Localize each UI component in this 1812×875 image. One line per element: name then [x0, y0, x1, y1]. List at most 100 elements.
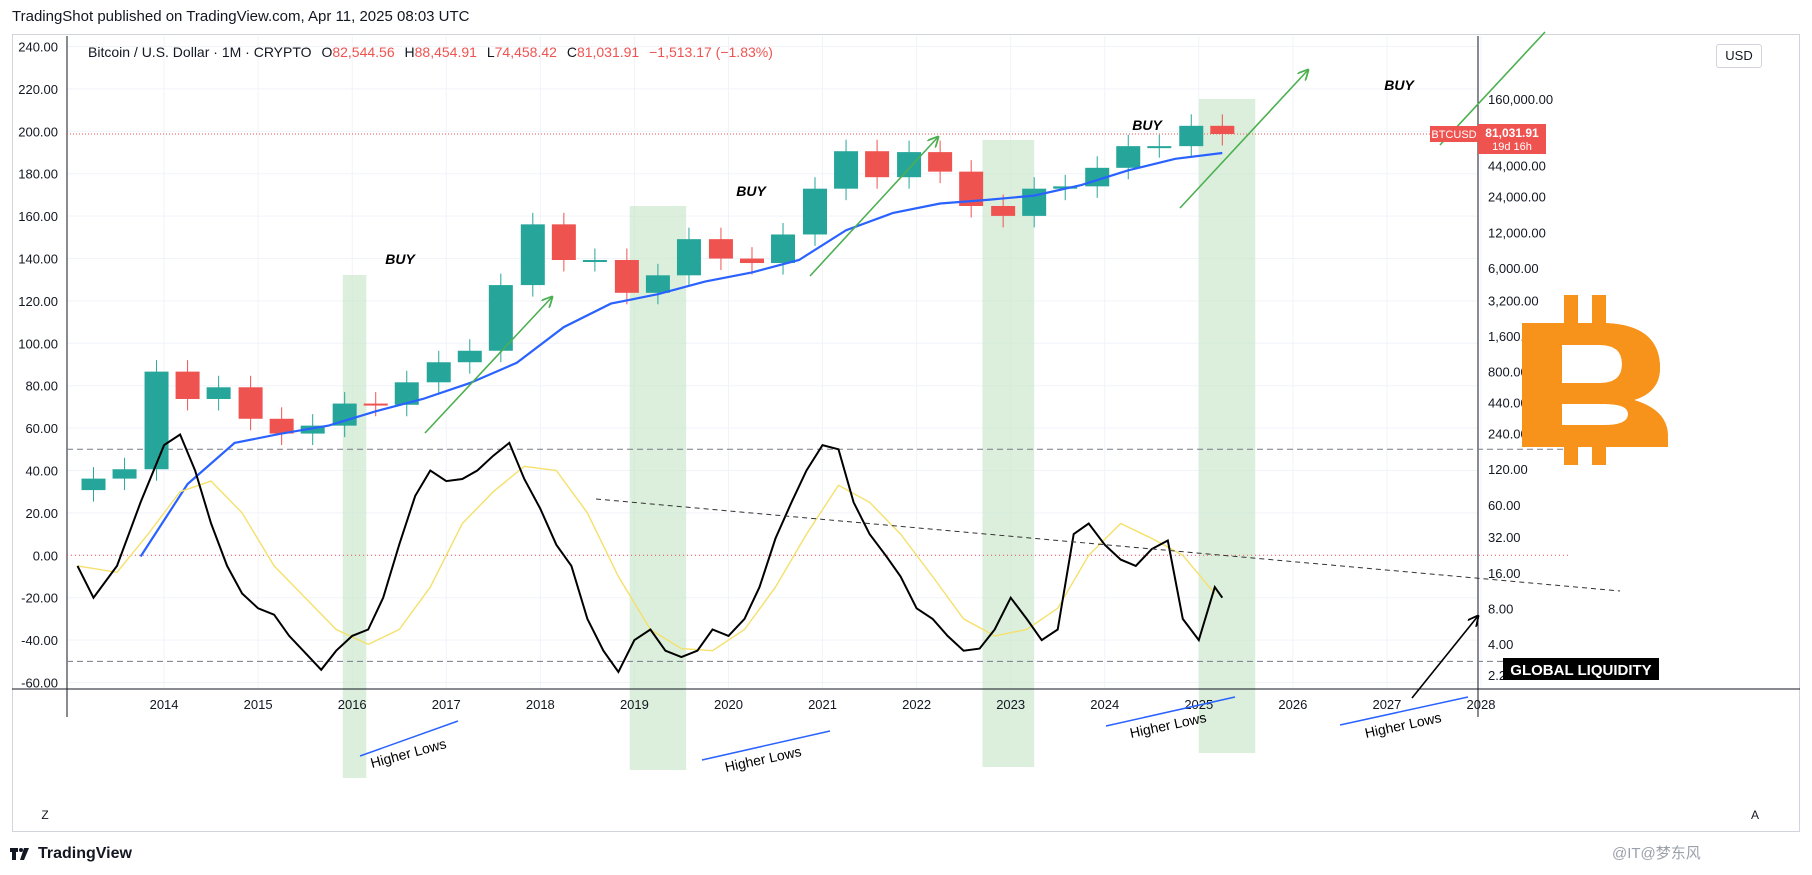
green-arrow-1 [424, 297, 552, 434]
buy-label-3: BUY [1132, 117, 1163, 133]
candle-body [676, 239, 701, 276]
candle-body [269, 418, 294, 434]
candle-body [175, 371, 200, 399]
right-tick-label: 24,000.00 [1488, 190, 1546, 205]
left-tick-label: 60.00 [25, 421, 58, 436]
price-tag-symbol-bg [1430, 126, 1478, 143]
buy-label-1: BUY [385, 251, 416, 267]
footer-brand: TradingView [10, 845, 132, 863]
x-tick-label: 2018 [526, 697, 555, 712]
x-tick-label: 2014 [150, 697, 179, 712]
change-value: −1,513.17 (−1.83%) [649, 44, 773, 60]
global-liquidity-box [1503, 658, 1659, 680]
left-tick-label: 160.00 [18, 209, 58, 224]
open-label: O [321, 44, 333, 60]
x-tick-label: 2023 [996, 697, 1025, 712]
right-tick-label: 3,200.00 [1488, 293, 1539, 308]
axes: 240.00 220.00 200.00 180.00 160.00 140.00 120.… [12, 36, 1800, 717]
candle-body [488, 285, 513, 351]
global-liquidity-line [76, 432, 1224, 674]
x-tick-label: 2016 [338, 697, 367, 712]
candle-body [551, 224, 576, 261]
auto-scale-button[interactable]: A [1750, 808, 1759, 822]
grid-lines [67, 36, 1482, 689]
close-value: 81,031.91 [576, 44, 640, 60]
higher-lows-label-1: Higher Lows [369, 735, 448, 771]
left-tick-label: 20.00 [25, 506, 58, 521]
left-tick-label: -40.00 [21, 633, 58, 648]
candle-body [1116, 146, 1141, 168]
candle-body [81, 478, 106, 491]
candle-body [645, 275, 670, 293]
right-tick-label: 240.00 [1488, 427, 1528, 442]
price-tag-bg [1478, 124, 1546, 155]
horizontal-levels [67, 133, 1568, 662]
x-tick-label: 2026 [1278, 697, 1307, 712]
left-tick-label: -60.00 [21, 676, 58, 691]
buy-zone-3 [982, 140, 1035, 767]
green-arrow-3 [1179, 70, 1308, 209]
high-label: H [404, 44, 415, 60]
price-tag-symbol: BTCUSD [1431, 129, 1476, 141]
low-value: 74,458.42 [494, 44, 557, 60]
candle-body [457, 350, 482, 363]
candle-body [582, 260, 607, 263]
candle-body [426, 362, 451, 383]
global-liquidity-label: GLOBAL LIQUIDITY [1510, 662, 1651, 679]
high-value: 88,454.91 [414, 44, 477, 60]
chart-frame [12, 34, 1800, 832]
candle-body [897, 152, 922, 178]
candle-body [614, 260, 639, 293]
tradingview-logo-icon [10, 847, 32, 861]
symbol-legend: Bitcoin / U.S. Dollar · 1M · CRYPTO O82,… [88, 44, 773, 60]
watermark: @IT@梦东风 [1612, 845, 1701, 862]
candle-body [771, 234, 796, 264]
right-tick-label: 120.00 [1488, 462, 1528, 477]
close-label: C [566, 44, 577, 60]
zoom-button[interactable]: Z [41, 808, 49, 822]
symbol-name: Bitcoin / U.S. Dollar · 1M · CRYPTO [88, 44, 312, 60]
higher-lows-line-3 [1105, 696, 1236, 727]
left-tick-label: 180.00 [18, 167, 58, 182]
right-tick-label: 60.00 [1488, 498, 1521, 513]
low-label: L [486, 44, 495, 60]
left-tick-label: 100.00 [18, 336, 58, 351]
x-tick-label: 2020 [714, 697, 743, 712]
green-arrow-2 [809, 137, 938, 277]
global-liquidity-series [76, 432, 1224, 674]
price-tag-value: 81,031.91 [1485, 126, 1539, 140]
moving-average-line [139, 151, 1223, 558]
higher-lows-label-2: Higher Lows [723, 743, 802, 775]
brand-name: TradingView [38, 845, 132, 862]
candle-body [991, 205, 1016, 216]
candle-body [1179, 125, 1204, 147]
x-tick-label: 2015 [244, 697, 273, 712]
trendline-dashed [595, 498, 1621, 592]
higher-lows-line-1 [359, 720, 459, 757]
right-tick-label: 12,000.00 [1488, 225, 1546, 240]
candle-body [238, 387, 263, 419]
x-tick-label: 2027 [1372, 697, 1401, 712]
currency-button[interactable]: USD [1716, 44, 1762, 68]
buy-label-4: BUY [1384, 77, 1415, 93]
buy-zone-4 [1198, 99, 1256, 753]
buy-zones [342, 99, 1256, 778]
left-tick-label: 200.00 [18, 124, 58, 139]
left-tick-label: 80.00 [25, 379, 58, 394]
higher-lows-line-2 [701, 730, 831, 761]
candle-body [144, 371, 169, 470]
price-tag-countdown: 19d 16h [1492, 141, 1532, 153]
left-tick-label: 0.00 [33, 548, 58, 563]
left-tick-label: 220.00 [18, 82, 58, 97]
right-tick-label: 44,000.00 [1488, 158, 1546, 173]
right-tick-label: 32.00 [1488, 530, 1521, 545]
higher-lows-line-4 [1339, 696, 1469, 726]
x-tick-label: 2021 [808, 697, 837, 712]
x-tick-label: 2019 [620, 697, 649, 712]
candle-body [865, 151, 890, 178]
higher-lows-label-3: Higher Lows [1128, 709, 1207, 741]
candle-body [520, 224, 545, 286]
published-header: TradingShot published on TradingView.com… [12, 8, 470, 25]
open-value: 82,544.56 [332, 44, 395, 60]
